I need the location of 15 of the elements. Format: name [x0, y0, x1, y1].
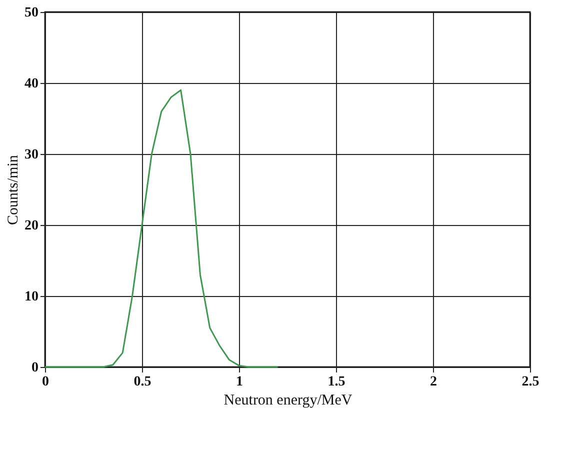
- y-tick-label: 10: [24, 290, 38, 304]
- y-tick-label: 30: [24, 148, 38, 162]
- y-axis-title: Counts/min: [6, 154, 22, 226]
- y-tick-label: 40: [24, 76, 38, 92]
- line-series: [44, 89, 279, 368]
- x-tick-label: 0.5: [134, 374, 152, 390]
- x-tick-label: 2: [430, 374, 437, 390]
- x-tick-label: 2.5: [522, 374, 540, 390]
- y-tick-label: 0: [32, 360, 38, 376]
- x-axis-title: Neutron energy/MeV: [224, 392, 352, 408]
- y-tick-label: 50: [24, 6, 38, 20]
- x-tick-label: 0: [42, 374, 49, 390]
- y-tick-label: 20: [24, 218, 38, 234]
- x-tick-label: 1.5: [328, 374, 346, 390]
- x-tick-label: 1: [236, 374, 243, 390]
